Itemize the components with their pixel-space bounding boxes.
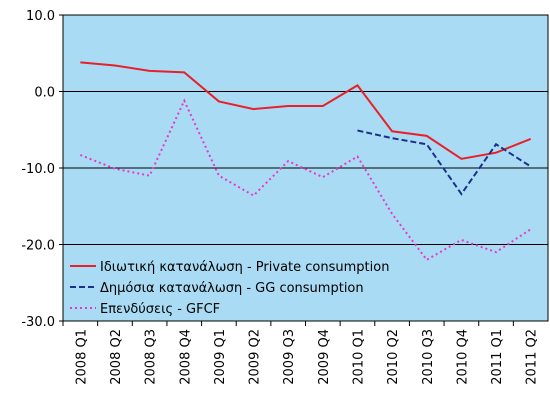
- legend-label: Δημόσια κατανάλωση - GG consumption: [100, 281, 364, 296]
- series-line: [79, 98, 532, 262]
- y-tick-label: -20.0: [21, 239, 55, 254]
- y-tick-label: -30.0: [21, 315, 55, 330]
- x-tick-label: 2008 Q4: [178, 329, 193, 385]
- x-tick-label: 2009 Q4: [317, 329, 332, 385]
- x-tick-label: 2010 Q2: [386, 329, 401, 385]
- legend-label: Ιδιωτική κατανάλωση - Private consumptio…: [100, 260, 389, 275]
- x-tick-label: 2009 Q2: [248, 329, 263, 385]
- x-tick-label: 2008 Q1: [74, 329, 89, 385]
- x-tick-label: 2010 Q4: [455, 329, 470, 385]
- series-line: [357, 129, 532, 196]
- y-tick-label: 10.0: [26, 9, 55, 24]
- x-tick-label: 2008 Q2: [109, 329, 124, 385]
- series-line: [80, 61, 532, 160]
- legend-label: Επενδύσεις - GFCF: [100, 302, 220, 317]
- y-tick-label: -10.0: [21, 162, 55, 177]
- y-tick-label: 0.0: [34, 86, 55, 101]
- x-tick-label: 2010 Q3: [421, 329, 436, 385]
- x-tick-label: 2009 Q1: [213, 329, 228, 385]
- x-tick-label: 2008 Q3: [144, 329, 159, 385]
- x-tick-label: 2010 Q1: [351, 329, 366, 385]
- x-tick-label: 2011 Q1: [490, 329, 505, 385]
- x-tick-label: 2011 Q2: [525, 329, 540, 385]
- x-tick-label: 2009 Q3: [282, 329, 297, 385]
